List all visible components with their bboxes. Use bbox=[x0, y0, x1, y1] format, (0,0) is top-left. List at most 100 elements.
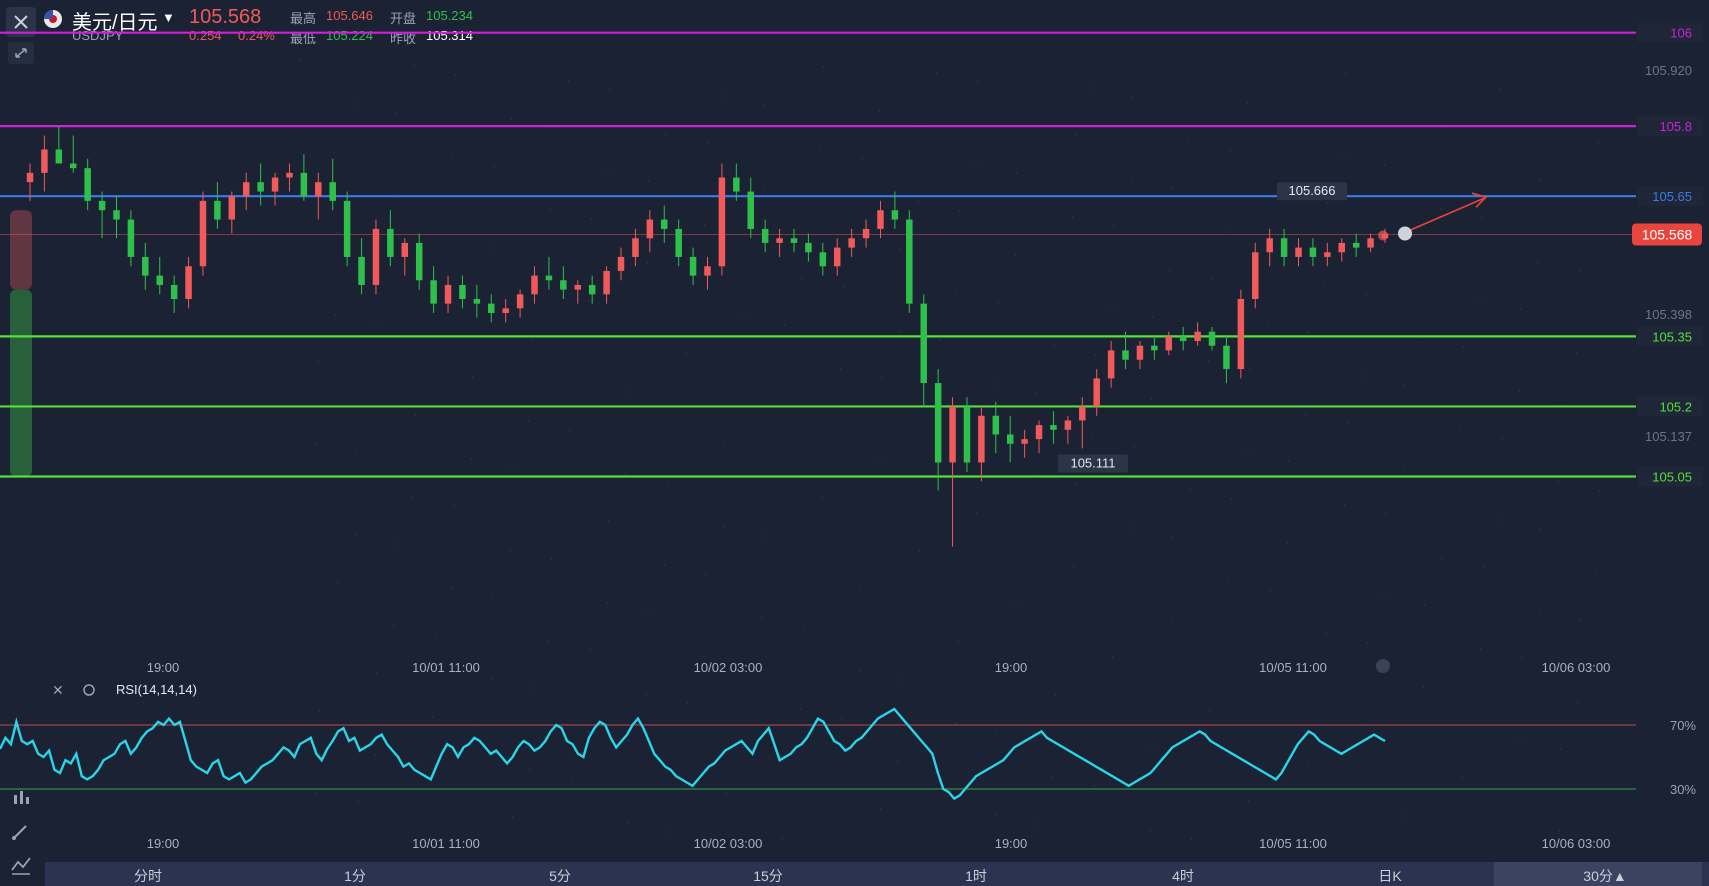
candle-body-77 bbox=[1136, 345, 1144, 360]
flag-icon bbox=[44, 10, 62, 28]
candle-body-38 bbox=[574, 284, 582, 290]
candle-body-39 bbox=[588, 284, 596, 295]
forecast-arrow bbox=[1399, 197, 1485, 236]
candle-body-15 bbox=[242, 182, 250, 197]
max-marker-bg bbox=[1277, 182, 1347, 201]
candle-body-35 bbox=[531, 275, 538, 295]
candle-body-76 bbox=[1122, 350, 1129, 360]
level-label-2: 105.65 bbox=[1652, 189, 1692, 204]
rsi-x-tick-label-1: 10/01 11:00 bbox=[412, 836, 480, 851]
candle-body-66 bbox=[978, 415, 985, 463]
candle-body-93 bbox=[1367, 238, 1374, 248]
candle-body-44 bbox=[661, 219, 668, 229]
chevron-down-icon[interactable]: ▼ bbox=[162, 10, 175, 25]
min-marker-bg bbox=[1058, 454, 1128, 473]
level-label-bg-2 bbox=[1637, 186, 1703, 207]
high-label: 最高 bbox=[290, 11, 317, 26]
candle-body-17 bbox=[271, 177, 279, 192]
candle-body-63 bbox=[934, 383, 942, 463]
candle-body-42 bbox=[632, 238, 639, 257]
candle-body-68 bbox=[1006, 434, 1014, 444]
candle-body-1 bbox=[41, 149, 48, 173]
x-tick-label-3: 19:00 bbox=[995, 660, 1028, 675]
candle-body-56 bbox=[833, 247, 841, 267]
draw-tool-icon[interactable] bbox=[6, 818, 36, 844]
candle-body-79 bbox=[1165, 336, 1173, 351]
tab-15min[interactable]: 15分 bbox=[753, 868, 783, 884]
x-tick-label-4: 10/05 11:00 bbox=[1259, 660, 1327, 675]
candle-body-69 bbox=[1021, 439, 1028, 444]
tab-5min[interactable]: 5分 bbox=[549, 868, 571, 884]
x-tick-label-0: 19:00 bbox=[147, 660, 180, 675]
level-label-bg-1 bbox=[1637, 116, 1703, 137]
indicator-tool-icon[interactable] bbox=[6, 785, 36, 811]
candle-body-82 bbox=[1208, 331, 1216, 346]
high-value: 105.646 bbox=[326, 8, 373, 23]
prev-close-label: 昨收 bbox=[390, 31, 417, 46]
candle-body-13 bbox=[214, 200, 221, 220]
period-selector-label[interactable]: 30分▲ bbox=[1583, 868, 1627, 884]
candle-body-84 bbox=[1237, 298, 1245, 370]
min-marker: 105.111 bbox=[1070, 455, 1115, 470]
rsi-x-tick-label-5: 10/06 03:00 bbox=[1542, 836, 1611, 851]
candle-body-24 bbox=[372, 228, 380, 285]
candle-body-0 bbox=[26, 172, 34, 183]
candle-body-26 bbox=[401, 242, 409, 257]
candle-body-10 bbox=[170, 284, 178, 299]
candle-body-34 bbox=[516, 294, 524, 309]
low-label: 最低 bbox=[290, 31, 317, 46]
x-tick-label-2: 10/02 03:00 bbox=[694, 660, 763, 675]
current-price-tag-bg bbox=[1632, 223, 1702, 246]
instrument-title[interactable]: 美元/日元 bbox=[72, 12, 158, 34]
period-selector[interactable] bbox=[1494, 862, 1702, 886]
line-tool-icon[interactable] bbox=[6, 852, 36, 878]
tab-4hour[interactable]: 4时 bbox=[1172, 868, 1194, 884]
candle-body-58 bbox=[862, 228, 870, 239]
tab-daily[interactable]: 日K bbox=[1378, 868, 1402, 884]
rsi-close-icon: ✕ bbox=[52, 682, 64, 698]
level-label-4: 105.2 bbox=[1659, 399, 1692, 414]
open-label: 开盘 bbox=[390, 11, 417, 26]
candle-body-60 bbox=[891, 210, 899, 220]
candle-body-55 bbox=[819, 252, 827, 267]
scroll-handle-icon bbox=[1376, 659, 1390, 673]
level-label-1: 105.8 bbox=[1659, 119, 1692, 134]
range-bar-up bbox=[10, 210, 32, 290]
candle-body-57 bbox=[848, 238, 855, 248]
candle-body-59 bbox=[877, 210, 884, 229]
candle-body-22 bbox=[343, 200, 351, 257]
candle-body-3 bbox=[70, 163, 77, 169]
tab-1hour[interactable]: 1时 bbox=[965, 868, 987, 884]
candle-body-40 bbox=[603, 270, 610, 295]
level-label-0: 106 bbox=[1670, 26, 1692, 41]
candle-body-86 bbox=[1266, 238, 1273, 253]
candle-body-72 bbox=[1064, 420, 1072, 430]
candle-body-6 bbox=[113, 210, 120, 220]
candle-body-20 bbox=[315, 182, 322, 197]
candle-body-27 bbox=[415, 242, 423, 281]
rsi-x-tick-label-3: 19:00 bbox=[995, 836, 1028, 851]
rsi-level-70-label: 70% bbox=[1670, 718, 1696, 733]
candle-body-16 bbox=[257, 182, 264, 192]
rsi-x-tick-label-0: 19:00 bbox=[147, 836, 180, 851]
candle-body-43 bbox=[646, 219, 654, 239]
tab-1min[interactable]: 1分 bbox=[344, 868, 366, 884]
collapse-icon[interactable] bbox=[8, 42, 34, 64]
candle-body-31 bbox=[473, 298, 481, 304]
max-marker: 105.666 bbox=[1289, 183, 1336, 198]
forecast-arrow-head bbox=[1471, 192, 1488, 208]
candle-body-29 bbox=[444, 284, 452, 304]
candle-body-64 bbox=[949, 406, 956, 463]
candle-body-67 bbox=[992, 415, 1000, 435]
candle-body-30 bbox=[459, 284, 466, 299]
candle-body-41 bbox=[617, 256, 625, 271]
candle-body-80 bbox=[1179, 336, 1187, 342]
level-label-bg-5 bbox=[1637, 466, 1703, 487]
info-icon bbox=[1398, 226, 1412, 241]
tab-timeshare[interactable]: 分时 bbox=[134, 868, 162, 884]
candle-body-7 bbox=[127, 219, 135, 257]
y-tick-label-0: 105.920 bbox=[1645, 63, 1692, 78]
candle-body-78 bbox=[1151, 345, 1158, 351]
candle-body-11 bbox=[185, 266, 192, 299]
